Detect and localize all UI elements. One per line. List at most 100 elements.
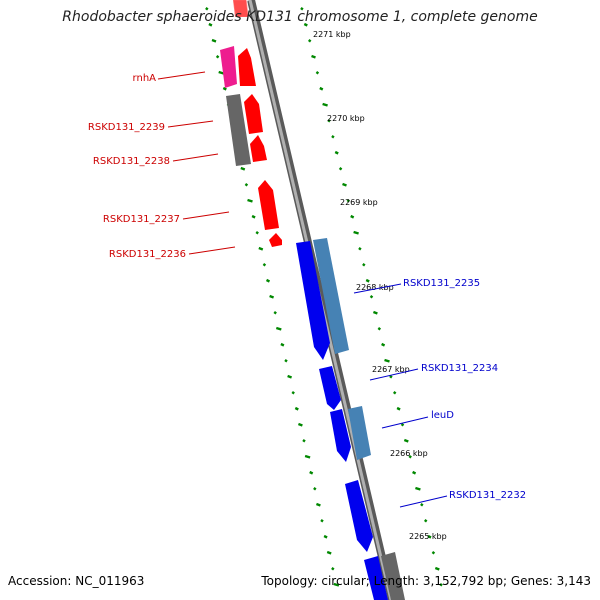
gene-arrow[interactable] [233, 0, 248, 17]
misc-feature[interactable] [348, 406, 371, 460]
gc-tick [294, 406, 299, 411]
gc-tick [365, 278, 370, 283]
gc-tick [338, 167, 343, 171]
ruler-tick-label: 2268 kbp [356, 283, 394, 292]
gene-arrow[interactable] [364, 556, 388, 600]
gc-tick [309, 470, 314, 475]
gc-tick [265, 278, 271, 283]
gene-label-rnhA[interactable]: rnhA [133, 73, 157, 84]
gc-tick [346, 199, 351, 203]
gc-tick [333, 582, 340, 587]
gc-tick [313, 487, 317, 491]
misc-feature[interactable] [220, 46, 237, 88]
pseudo-feature[interactable] [381, 552, 405, 600]
accession-label: Accession: NC_011963 [8, 574, 145, 588]
gene-arrow[interactable] [345, 480, 373, 552]
gc-tick [427, 534, 432, 539]
gc-tick [319, 86, 324, 91]
gc-tick [323, 534, 328, 539]
gc-track-left [205, 7, 340, 587]
gc-tick [327, 119, 331, 123]
gc-tick [304, 454, 311, 459]
gene-arrow[interactable] [258, 180, 279, 230]
gene-arrow[interactable] [250, 135, 267, 162]
reverse-features [296, 238, 405, 600]
gc-tick [342, 182, 347, 187]
gene-label-RSKD131_2234[interactable]: RSKD131_2234 [421, 363, 498, 374]
gc-tick [315, 502, 321, 507]
gc-tick [244, 183, 249, 187]
gc-tick [423, 519, 428, 523]
gc-tick [334, 150, 339, 155]
misc-feature[interactable] [313, 238, 349, 354]
genome-summary: Topology: circular; Length: 3,152,792 bp… [261, 574, 591, 588]
ruler-tick-label: 2265 kbp [409, 532, 447, 541]
reverse-labels: RSKD131_2235 RSKD131_2234 leuD RSKD131_2… [353, 278, 526, 508]
gc-tick [389, 375, 393, 379]
gene-label-leuD[interactable]: leuD [431, 410, 454, 421]
gc-tick [218, 70, 225, 75]
gc-tick [297, 422, 303, 427]
gene-label-RSKD131_2232[interactable]: RSKD131_2232 [449, 490, 526, 501]
gc-tick [384, 358, 390, 363]
gene-arrow[interactable] [244, 94, 263, 134]
gc-tick [377, 327, 382, 331]
gc-track-right [300, 7, 443, 587]
gene-label-RSKD131_2236[interactable]: RSKD131_2236 [109, 249, 186, 260]
gc-tick [247, 198, 253, 203]
gc-tick [208, 22, 213, 27]
gc-tick [381, 342, 386, 347]
gc-tick [362, 263, 366, 267]
forward-features [220, 0, 282, 247]
gc-tick [300, 7, 304, 11]
gc-tick [215, 55, 220, 59]
gc-tick [262, 263, 267, 267]
gc-tick [302, 439, 306, 443]
gc-tick [412, 470, 417, 475]
gene-arrow[interactable] [296, 241, 330, 360]
gc-tick [251, 214, 256, 219]
gene-label-RSKD131_2238[interactable]: RSKD131_2238 [93, 156, 170, 167]
gc-tick [353, 230, 359, 235]
gene-arrow[interactable] [238, 48, 256, 86]
gc-tick [287, 374, 293, 379]
gene-label-RSKD131_2237[interactable]: RSKD131_2237 [103, 214, 180, 225]
gc-tick [222, 86, 227, 91]
gc-tick [415, 486, 421, 491]
ruler-tick-label: 2270 kbp [327, 114, 365, 123]
ruler-tick-label: 2267 kbp [372, 365, 410, 374]
gc-tick [331, 567, 335, 571]
gc-tick [420, 503, 424, 507]
gc-tick [258, 246, 264, 251]
gc-tick [280, 342, 285, 347]
gc-tick [320, 519, 324, 523]
gene-arrow[interactable] [269, 233, 282, 247]
gc-tick [269, 294, 275, 299]
gc-tick [439, 583, 443, 587]
gc-tick [400, 423, 405, 427]
pseudo-feature[interactable] [226, 94, 251, 166]
gc-tick [322, 102, 328, 107]
gene-arrow[interactable] [330, 409, 351, 462]
ruler-tick-label: 2271 kbp [313, 30, 351, 39]
gene-label-RSKD131_2239[interactable]: RSKD131_2239 [88, 122, 165, 133]
ruler: 2271 kbp 2270 kbp 2269 kbp 2268 kbp 2267… [313, 30, 447, 541]
gc-tick [240, 166, 246, 171]
gc-tick [396, 406, 401, 411]
gc-tick [255, 231, 259, 235]
gc-tick [350, 214, 355, 219]
gc-tick [331, 135, 335, 139]
map-title: Rhodobacter sphaeroides KD131 chromosome… [62, 9, 538, 25]
gc-tick [408, 455, 412, 459]
gene-label-RSKD131_2235[interactable]: RSKD131_2235 [403, 278, 480, 289]
gc-tick [369, 295, 374, 299]
gc-tick [431, 551, 436, 555]
gc-tick [392, 391, 397, 395]
gc-tick [315, 71, 320, 75]
gc-tick [273, 311, 277, 315]
gc-tick [307, 39, 312, 43]
gene-arrow[interactable] [319, 366, 341, 410]
forward-labels: rnhA RSKD131_2239 RSKD131_2238 RSKD131_2… [88, 71, 236, 260]
gc-tick [311, 54, 316, 59]
